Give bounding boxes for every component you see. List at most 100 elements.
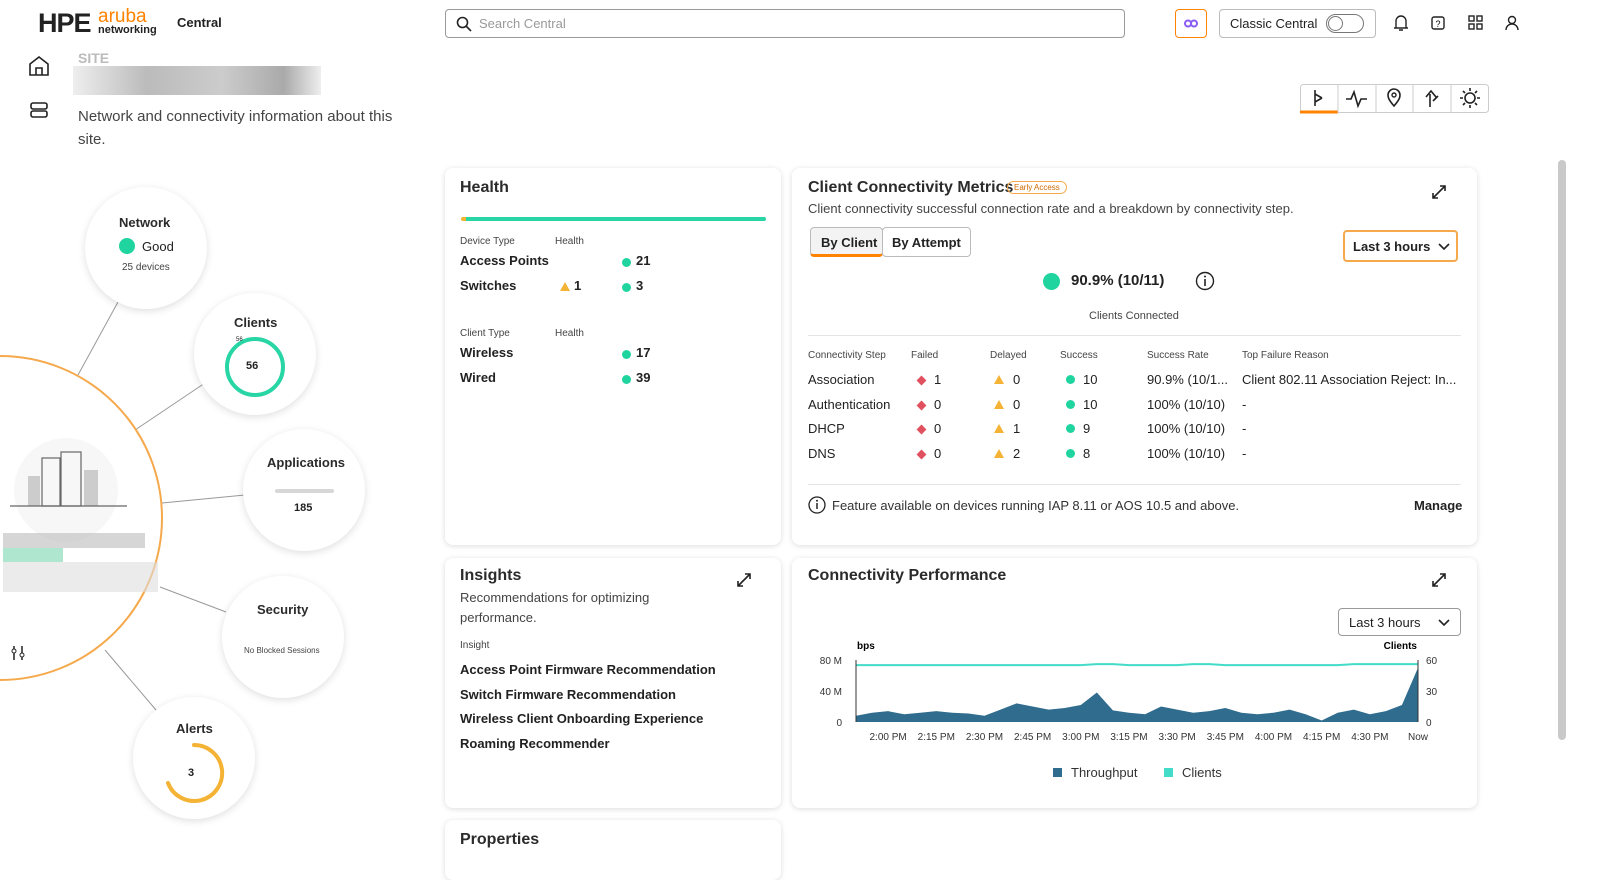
security-node[interactable] (222, 576, 344, 698)
cell: 10 (1083, 396, 1098, 412)
alerts-title: Alerts (176, 721, 213, 736)
performance-card: Connectivity Performance Last 3 hours bp… (792, 558, 1477, 808)
ai-button[interactable] (1175, 9, 1207, 38)
tab[interactable]: By Client (810, 227, 883, 257)
column-header: Client Type (460, 328, 510, 339)
header-icons[interactable]: ? (1390, 13, 1525, 33)
health-card: Health Device Type Health Access Points 21 S… (445, 168, 781, 545)
ok-count: 39 (636, 370, 651, 385)
y-tick-label: 0 (836, 718, 842, 729)
cell: 100% (10/10) (1147, 445, 1226, 461)
side-nav[interactable] (27, 54, 51, 124)
search-box[interactable]: Search Central (445, 9, 1125, 38)
filter-icon[interactable] (10, 645, 26, 661)
status-dot (119, 238, 135, 254)
network-node[interactable] (85, 187, 207, 309)
classic-toggle[interactable]: Classic Central (1219, 9, 1376, 38)
insight-item[interactable]: Switch Firmware Recommendation (460, 686, 676, 702)
cell: - (1242, 396, 1247, 412)
column-header: Success Rate (1147, 350, 1209, 361)
cell: 1 (1013, 421, 1021, 436)
cell: - (1242, 445, 1247, 461)
warning-icon (994, 448, 1004, 458)
ok-count: 3 (636, 278, 644, 293)
y2-tick-label: 60 (1426, 656, 1438, 667)
column-header: Success (1060, 350, 1098, 361)
clients-title: Clients (234, 315, 278, 330)
clients-gauge (225, 337, 285, 397)
toggle-knob (1328, 16, 1343, 31)
column-header: Device Type (460, 236, 515, 247)
legend-swatch (1053, 768, 1062, 777)
card-title: Health (460, 179, 509, 196)
info-icon (808, 496, 826, 514)
info-icon[interactable] (1195, 271, 1215, 291)
expand-icon[interactable] (1431, 184, 1447, 200)
view-toolbar[interactable] (1300, 84, 1490, 114)
card-description: Recommendations for optimizing performan… (460, 590, 650, 625)
expand-icon[interactable] (736, 572, 752, 588)
legend-label: Throughput (1071, 765, 1138, 780)
scrollbar[interactable] (1558, 160, 1566, 740)
logo[interactable]: HPE (38, 8, 92, 38)
insights-card: Insights Recommendations for optimizing … (445, 558, 781, 808)
card-title: Properties (460, 831, 540, 848)
rate-value: 90.9% (10/11) (1071, 272, 1165, 289)
x-tick-label: 3:00 PM (1062, 732, 1099, 743)
rate-dot (1043, 273, 1060, 290)
x-tick-label: 2:45 PM (1014, 732, 1051, 743)
search-placeholder: Search Central (479, 16, 566, 31)
chevron (1438, 619, 1450, 627)
clients-line (856, 663, 1418, 667)
brand-sub: networking (98, 24, 157, 36)
throughput-area (856, 667, 1418, 722)
client-connectivity-card: Client Connectivity Metrics Early Access… (792, 168, 1477, 545)
cell: 0 (934, 445, 942, 461)
x-tick-label: 3:15 PM (1110, 732, 1147, 743)
failed-icon (916, 375, 927, 386)
tab[interactable]: By Attempt (882, 227, 971, 257)
x-tick-label: 4:15 PM (1303, 732, 1340, 743)
column-header: Delayed (990, 350, 1027, 361)
x-tick-label: 2:00 PM (869, 732, 906, 743)
y2-tick-label: 0 (1426, 718, 1432, 729)
network-devices: 25 devices (122, 262, 170, 273)
tab-label: By Client (821, 235, 878, 250)
range-dropdown[interactable]: Last 3 hours (1343, 230, 1458, 262)
warning-icon (560, 282, 570, 291)
card-title: Insights (460, 567, 522, 584)
expand-icon[interactable] (1431, 572, 1447, 588)
health-bar (461, 217, 766, 221)
y-tick-label: 80 M (820, 656, 842, 667)
cell: 0 (934, 396, 942, 412)
axis-label: bps (857, 641, 875, 652)
x-tick-label: 4:00 PM (1255, 732, 1292, 743)
alerts-node[interactable] (133, 697, 255, 819)
divider (808, 484, 1461, 485)
insight-item[interactable]: Roaming Recommender (460, 735, 610, 751)
insight-item[interactable]: Wireless Client Onboarding Experience (460, 711, 704, 726)
column-header: Insight (460, 640, 490, 651)
range-label: Last 3 hours (1349, 615, 1421, 630)
failed-icon (916, 449, 927, 459)
network-title: Network (119, 215, 171, 230)
row-name: Wireless (460, 345, 514, 360)
column-header: Health (555, 328, 584, 339)
ok-icon (1066, 448, 1075, 458)
performance-chart: bps Clients 0 40 M 80 M 0 30 60 2:00 PM 2:15 PM 2:… (820, 641, 1438, 780)
insight-item[interactable]: Access Point Firmware Recommendation (460, 662, 716, 677)
security-title: Security (257, 602, 309, 617)
badge: Early Access (1007, 181, 1067, 194)
manage-link[interactable]: Manage (1414, 498, 1463, 513)
cell: DHCP (808, 421, 845, 436)
legend-swatch (1164, 768, 1173, 777)
range-dropdown[interactable]: Last 3 hours (1338, 608, 1461, 636)
note: Feature available on devices running IAP… (832, 498, 1240, 513)
cell: 100% (10/10) (1147, 396, 1226, 412)
ok-icon (1066, 399, 1075, 409)
failed-icon (916, 400, 927, 410)
warning-icon (994, 375, 1004, 384)
ok-count: 17 (636, 345, 651, 360)
axis-label: Clients (1384, 641, 1418, 652)
